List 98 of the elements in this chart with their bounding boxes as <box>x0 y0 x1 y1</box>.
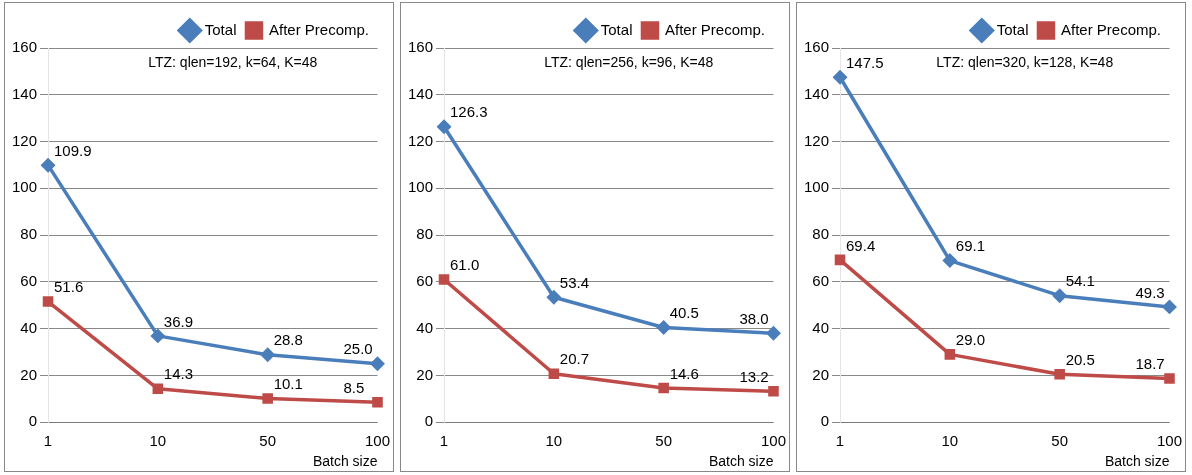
x-tick-label: 100 <box>760 432 786 450</box>
legend-label: After Precomp. <box>664 20 766 38</box>
data-label: 40.5 <box>669 304 699 322</box>
data-label: 69.1 <box>955 237 986 255</box>
y-tick-label: 40 <box>812 318 830 336</box>
data-label: 18.7 <box>1135 355 1165 373</box>
data-label: 109.9 <box>54 141 92 159</box>
data-label: 36.9 <box>163 312 194 330</box>
y-tick-label: 140 <box>804 84 830 102</box>
point <box>548 368 560 380</box>
y-tick-label: 40 <box>416 318 434 336</box>
point <box>1162 300 1177 314</box>
annotation: LTZ: qlen=192, k=64, K=48 <box>148 53 318 70</box>
y-tick-label: 160 <box>804 38 830 56</box>
x-tick-label: 50 <box>655 432 673 450</box>
y-tick-label: 60 <box>20 272 38 290</box>
data-label: 20.5 <box>1065 350 1095 368</box>
data-label: 14.6 <box>669 364 699 382</box>
data-label: 38.0 <box>739 309 769 327</box>
point <box>370 356 385 371</box>
point <box>658 382 669 394</box>
point <box>372 397 383 408</box>
data-label: 54.1 <box>1065 272 1095 290</box>
x-tick-label: 1 <box>835 432 845 450</box>
point <box>768 386 779 397</box>
point <box>766 326 781 341</box>
y-tick-label: 160 <box>408 38 434 56</box>
legend-label: After Precomp. <box>268 20 370 38</box>
point <box>833 70 847 84</box>
x-axis-title: Batch size <box>708 453 774 470</box>
point <box>943 253 957 268</box>
point <box>547 290 561 305</box>
y-tick-label: 20 <box>20 365 38 383</box>
y-tick-label: 80 <box>812 225 830 243</box>
point <box>1052 288 1067 303</box>
y-tick-label: 120 <box>804 131 830 149</box>
data-label: 69.4 <box>846 236 876 254</box>
point <box>151 329 165 343</box>
x-tick-label: 10 <box>941 432 959 450</box>
y-tick-label: 100 <box>12 178 38 196</box>
point <box>834 254 846 266</box>
legend-label: Total <box>600 20 633 38</box>
point <box>42 296 54 307</box>
point <box>437 120 451 134</box>
x-axis-title: Batch size <box>312 453 378 470</box>
x-tick-label: 100 <box>1156 432 1182 450</box>
y-tick-label: 60 <box>812 272 830 290</box>
point <box>152 383 164 395</box>
y-tick-label: 80 <box>416 225 434 243</box>
data-label: 29.0 <box>955 331 986 349</box>
data-label: 28.8 <box>273 331 303 349</box>
y-tick-label: 80 <box>20 225 38 243</box>
y-tick-label: 20 <box>416 365 434 383</box>
legend-label: After Precomp. <box>1060 20 1162 38</box>
data-label: 13.2 <box>739 367 769 385</box>
annotation: LTZ: qlen=320, k=128, K=48 <box>936 53 1114 70</box>
x-axis-title: Batch size <box>1104 453 1170 470</box>
y-tick-label: 0 <box>28 412 38 430</box>
legend-label: Total <box>204 20 237 38</box>
y-tick-label: 0 <box>820 412 830 430</box>
y-tick-label: 120 <box>408 131 434 149</box>
data-label: 8.5 <box>343 378 365 396</box>
y-tick-label: 40 <box>20 318 38 336</box>
point <box>260 348 275 362</box>
x-tick-label: 1 <box>43 432 53 450</box>
data-label: 61.0 <box>450 256 480 274</box>
y-tick-label: 140 <box>12 84 38 102</box>
y-tick-label: 140 <box>408 84 434 102</box>
y-tick-label: 100 <box>804 178 830 196</box>
data-label: 147.5 <box>846 53 884 71</box>
x-tick-label: 10 <box>149 432 167 450</box>
x-tick-label: 10 <box>545 432 563 450</box>
x-tick-label: 50 <box>1051 432 1069 450</box>
y-tick-label: 160 <box>12 38 38 56</box>
point <box>41 158 55 172</box>
data-label: 14.3 <box>163 365 194 383</box>
data-label: 53.4 <box>559 273 590 291</box>
data-label: 25.0 <box>343 340 373 358</box>
data-label: 51.6 <box>54 278 84 296</box>
point <box>656 320 671 335</box>
data-label: 10.1 <box>273 375 303 393</box>
x-tick-label: 100 <box>364 432 390 450</box>
y-tick-label: 60 <box>416 272 434 290</box>
data-label: 126.3 <box>450 103 488 121</box>
point <box>1054 368 1065 380</box>
legend-label: Total <box>996 20 1029 38</box>
x-tick-label: 1 <box>439 432 449 450</box>
y-tick-label: 100 <box>408 178 434 196</box>
annotation: LTZ: qlen=256, k=96, K=48 <box>544 53 714 70</box>
y-tick-label: 0 <box>424 412 434 430</box>
y-tick-label: 20 <box>812 365 830 383</box>
point <box>1164 373 1175 384</box>
data-label: 49.3 <box>1135 283 1165 301</box>
y-tick-label: 120 <box>12 131 38 149</box>
point <box>262 393 273 404</box>
x-tick-label: 50 <box>259 432 277 450</box>
point <box>944 349 956 360</box>
data-label: 20.7 <box>559 350 590 368</box>
